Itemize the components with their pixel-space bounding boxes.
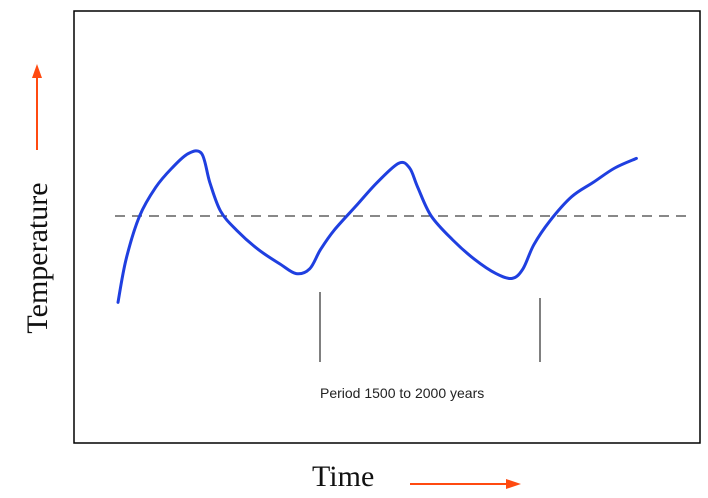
y-axis-label-group: Temperature: [21, 64, 54, 334]
x-axis-label-group: Time: [312, 460, 521, 493]
y-axis-label: Temperature: [21, 182, 54, 333]
x-axis-arrow-icon: [506, 479, 521, 489]
plot-frame: [73, 10, 701, 444]
series-line-temperature: [116, 149, 638, 304]
period-annotation: Period 1500 to 2000 years: [320, 385, 484, 401]
x-axis-label: Time: [312, 460, 374, 493]
y-axis-arrow-icon: [32, 64, 42, 78]
